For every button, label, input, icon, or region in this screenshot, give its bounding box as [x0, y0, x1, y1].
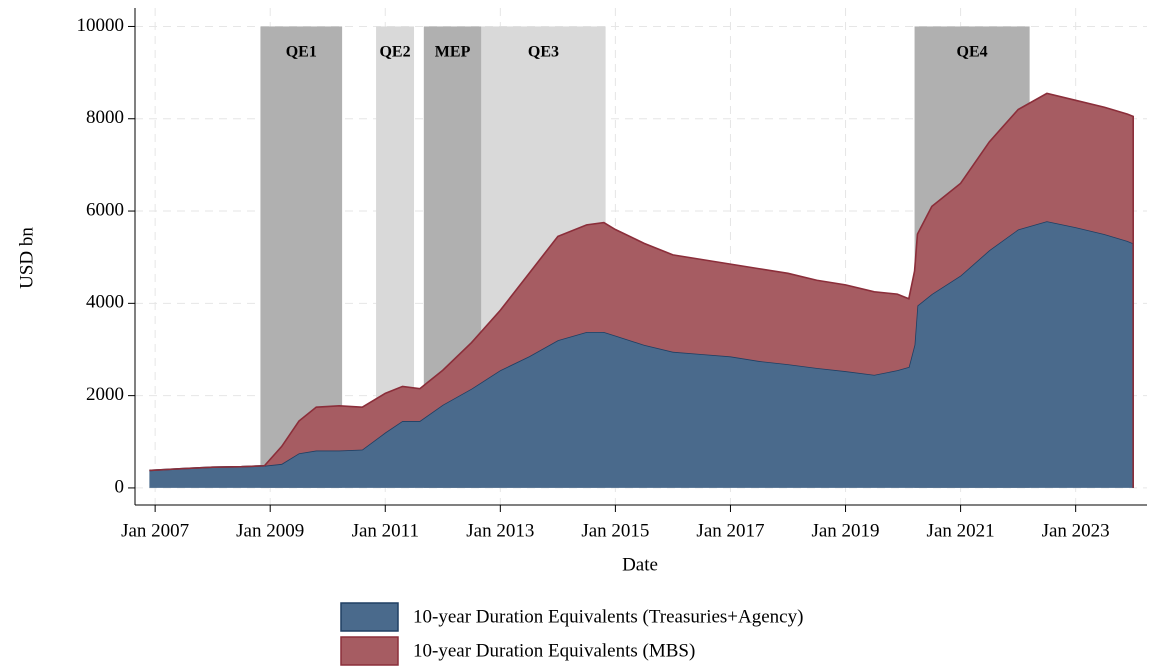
- x-tick-label: Jan 2015: [581, 520, 649, 541]
- x-tick-label: Jan 2007: [121, 520, 189, 541]
- y-tick-label: 10000: [77, 15, 125, 36]
- x-tick-label: Jan 2019: [811, 520, 879, 541]
- legend-label: 10-year Duration Equivalents (MBS): [413, 640, 695, 661]
- x-tick-label: Jan 2021: [927, 520, 995, 541]
- period-label: QE2: [379, 44, 410, 61]
- area: [149, 93, 1134, 471]
- y-axis-label: USD bn: [16, 227, 37, 289]
- period-label: MEP: [435, 44, 471, 61]
- x-tick-label: Jan 2011: [352, 520, 419, 541]
- period-label: QE3: [528, 44, 559, 61]
- y-tick-label: 8000: [86, 107, 124, 128]
- period-label: QE4: [957, 44, 988, 61]
- legend-swatch: [340, 636, 399, 666]
- area-outline: [149, 92, 1134, 488]
- x-tick-label: Jan 2009: [236, 520, 304, 541]
- y-tick-label: 2000: [86, 384, 124, 405]
- period-label: QE1: [286, 44, 317, 61]
- legend-swatch: [340, 602, 399, 632]
- legend-label: 10-year Duration Equivalents (Treasuries…: [413, 606, 803, 627]
- x-axis-label: Date: [622, 554, 658, 575]
- x-tick-label: Jan 2023: [1042, 520, 1110, 541]
- area: [149, 221, 1134, 488]
- y-tick-label: 0: [115, 476, 125, 497]
- y-tick-label: 6000: [86, 199, 124, 220]
- x-tick-label: Jan 2013: [466, 520, 534, 541]
- x-tick-label: Jan 2017: [696, 520, 764, 541]
- y-tick-label: 4000: [86, 292, 124, 313]
